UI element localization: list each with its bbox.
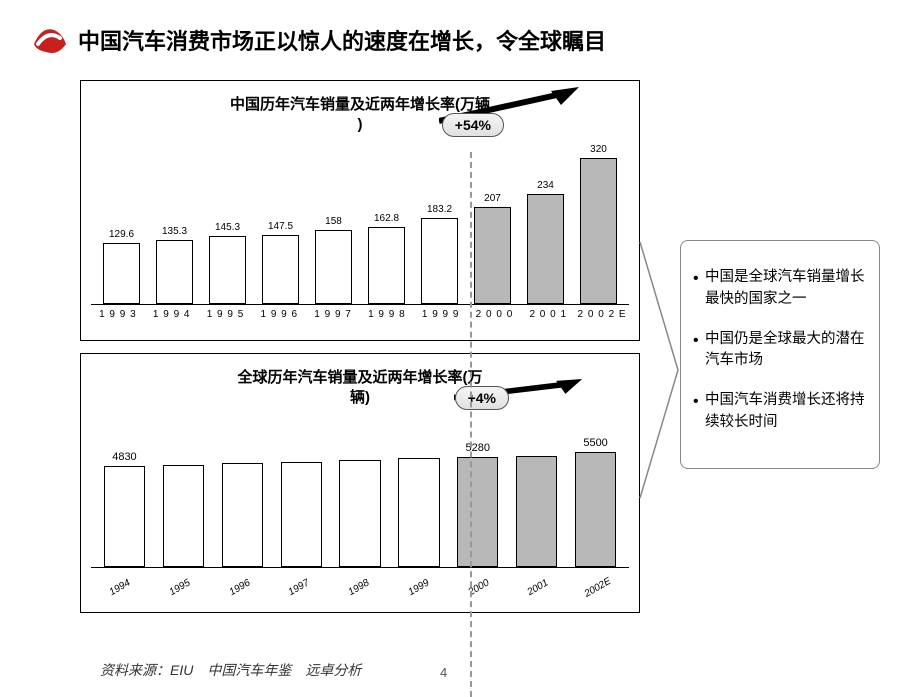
insight-item: 中国是全球汽车销量增长最快的国家之一 [693, 267, 867, 311]
bar: 207 [466, 144, 519, 304]
bar [213, 417, 272, 567]
bar-white [156, 240, 193, 304]
page-title: 中国汽车消费市场正以惊人的速度在增长，令全球瞩目 [78, 24, 606, 56]
bar [272, 417, 331, 567]
bar-value-label: 234 [537, 180, 554, 191]
insight-item: 中国仍是全球最大的潜在汽车市场 [693, 329, 867, 373]
bar: 320 [572, 144, 625, 304]
growth-badge-global: +4% [455, 386, 509, 410]
bar-value-label: 183.2 [427, 204, 452, 215]
bar-value-label: 4830 [112, 451, 136, 463]
bar-white [368, 227, 405, 304]
x-axis-label: 1 9 9 5 [199, 309, 253, 320]
bar-value-label: 207 [484, 193, 501, 204]
bar-white [281, 462, 322, 567]
bar: 4830 [95, 417, 154, 567]
bar-value-label: 135.3 [162, 226, 187, 237]
bar-value-label: 147.5 [268, 221, 293, 232]
x-axis-label: 1 9 9 3 [91, 309, 145, 320]
bar-gray [580, 158, 617, 304]
bar-white [339, 460, 380, 567]
charts-column: +54% 中国历年汽车销量及近两年增长率(万辆 ) 129.6135.3145.… [80, 80, 640, 625]
bars-area-china: 129.6 135.3 145.3 147.5 158 162.8 183.2 207 234 3… [91, 144, 629, 304]
year-divider-line [470, 152, 472, 697]
bar-gray [516, 456, 557, 567]
bar: 183.2 [413, 144, 466, 304]
bar-white [421, 218, 458, 304]
bar-white [103, 243, 140, 304]
x-axis-label: 2002E [570, 568, 629, 611]
x-axis-label: 1996 [211, 568, 270, 611]
global-sales-chart: +4% 全球历年汽车销量及近两年增长率(万 辆) 483052805500 19… [80, 353, 640, 613]
bar: 147.5 [254, 144, 307, 304]
x-axis-china: 1 9 9 31 9 9 41 9 9 51 9 9 61 9 9 71 9 9… [91, 304, 629, 320]
bar-white [209, 236, 246, 304]
x-axis-label: 1 9 9 8 [360, 309, 414, 320]
bar-gray [527, 194, 564, 304]
x-axis-label: 1 9 9 7 [306, 309, 360, 320]
china-sales-chart: +54% 中国历年汽车销量及近两年增长率(万辆 ) 129.6135.3145.… [80, 80, 640, 341]
content-area: +54% 中国历年汽车销量及近两年增长率(万辆 ) 129.6135.3145.… [40, 70, 880, 640]
bar [331, 417, 390, 567]
bar: 158 [307, 144, 360, 304]
bar: 135.3 [148, 144, 201, 304]
bar-value-label: 5500 [583, 437, 607, 449]
connector-bracket-icon [638, 240, 688, 500]
x-axis-label: 1995 [151, 568, 210, 611]
x-axis-label: 2 0 0 1 [521, 309, 575, 320]
bar-value-label: 145.3 [215, 222, 240, 233]
bars-area-global: 4830 5280 5500 [91, 417, 629, 567]
bar-white [262, 235, 299, 304]
bar-white [222, 463, 263, 567]
bar-value-label: 158 [325, 216, 342, 227]
x-axis-label: 1 9 9 4 [145, 309, 199, 320]
growth-badge-china: +54% [442, 113, 504, 137]
bar-white [104, 466, 145, 567]
bar-white [315, 230, 352, 304]
logo-icon [30, 20, 70, 60]
x-axis-label: 1 9 9 6 [252, 309, 306, 320]
bar [154, 417, 213, 567]
bar: 162.8 [360, 144, 413, 304]
bar-gray [457, 457, 498, 567]
bar-value-label: 129.6 [109, 229, 134, 240]
bar-gray [474, 207, 511, 304]
x-axis-label: 1999 [390, 568, 449, 611]
bar-value-label: 162.8 [374, 213, 399, 224]
bar: 5500 [566, 417, 625, 567]
bar-white [163, 465, 204, 567]
bar: 5280 [448, 417, 507, 567]
insights-box: 中国是全球汽车销量增长最快的国家之一 中国仍是全球最大的潜在汽车市场 中国汽车消… [680, 240, 880, 469]
x-axis-label: 1997 [271, 568, 330, 611]
source-line: 资料来源：EIU 中国汽车年鉴 远卓分析 [100, 660, 361, 680]
x-axis-label: 1994 [91, 568, 150, 611]
bar-white [398, 458, 439, 567]
x-axis-label: 1998 [330, 568, 389, 611]
x-axis-label: 2001 [510, 568, 569, 611]
bar: 145.3 [201, 144, 254, 304]
x-axis-label: 1 9 9 9 [414, 309, 468, 320]
x-axis-label: 2 0 0 0 [468, 309, 522, 320]
bar-gray [575, 452, 616, 567]
bar [507, 417, 566, 567]
bar [389, 417, 448, 567]
x-axis-global: 199419951996199719981999200020012002E [91, 567, 629, 597]
bar: 234 [519, 144, 572, 304]
bar: 129.6 [95, 144, 148, 304]
x-axis-label: 2000 [450, 568, 509, 611]
insight-item: 中国汽车消费增长还将持续较长时间 [693, 390, 867, 434]
page-number: 4 [440, 665, 447, 680]
bar-value-label: 320 [590, 144, 607, 155]
x-axis-label: 2 0 0 2 E [575, 309, 629, 320]
slide-header: 中国汽车消费市场正以惊人的速度在增长，令全球瞩目 [0, 0, 920, 70]
